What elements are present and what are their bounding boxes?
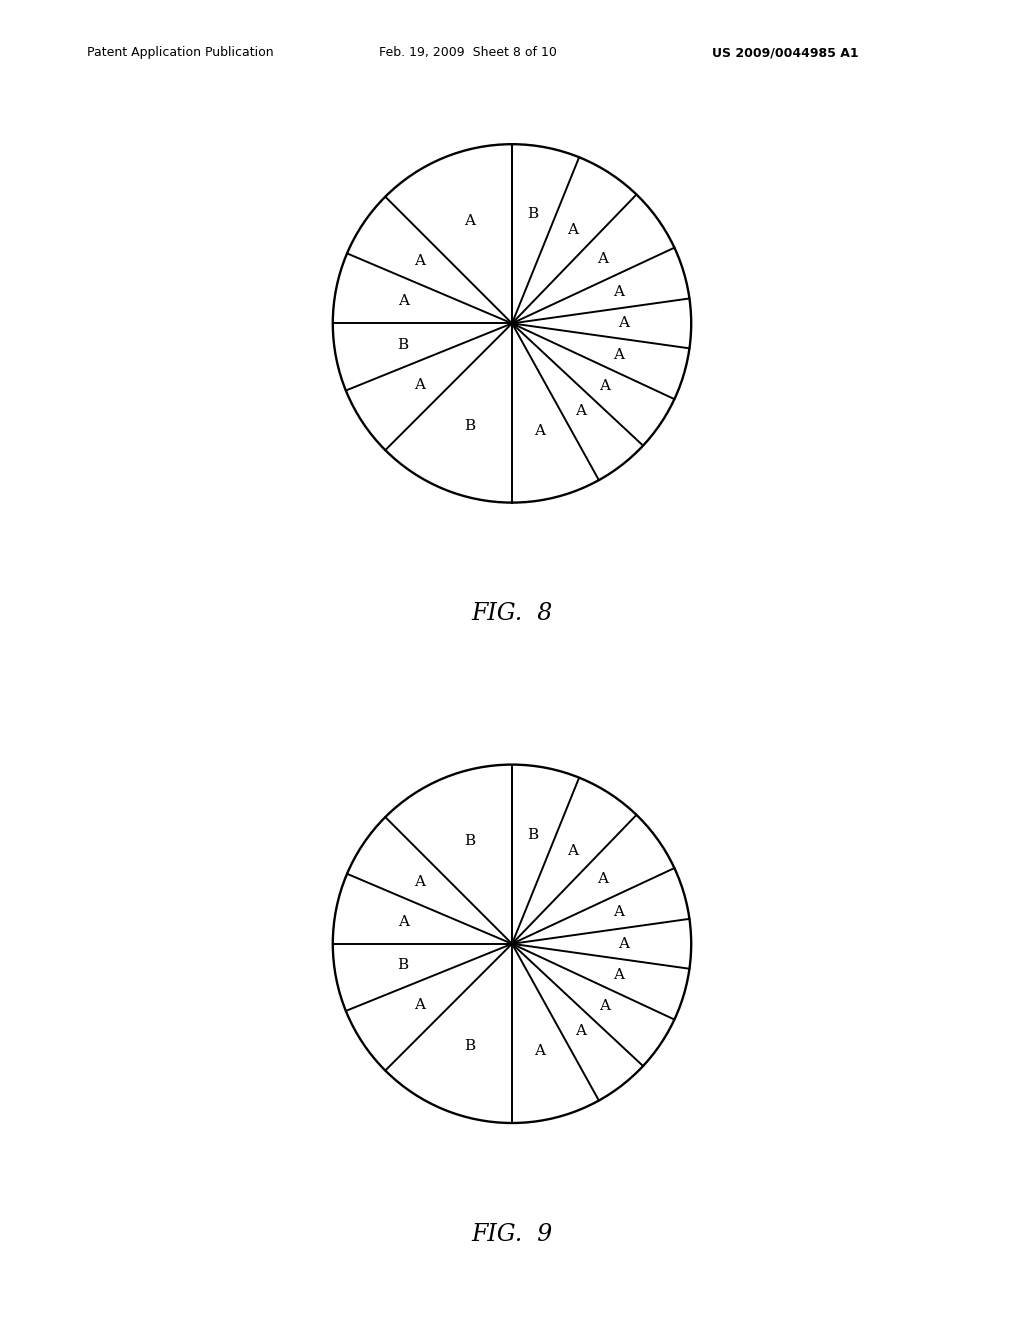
Circle shape	[333, 764, 691, 1123]
Text: A: A	[613, 969, 624, 982]
Text: A: A	[414, 998, 425, 1012]
Text: B: B	[464, 418, 475, 433]
Circle shape	[333, 144, 691, 503]
Text: A: A	[617, 317, 629, 330]
Text: A: A	[397, 915, 409, 929]
Text: FIG.  9: FIG. 9	[471, 1222, 553, 1246]
Text: B: B	[527, 207, 539, 222]
Text: A: A	[599, 379, 609, 392]
Text: B: B	[397, 338, 409, 351]
Text: A: A	[535, 424, 546, 438]
Text: A: A	[397, 294, 409, 309]
Text: A: A	[535, 1044, 546, 1059]
Text: B: B	[464, 834, 475, 849]
Text: FIG.  8: FIG. 8	[471, 602, 553, 626]
Text: A: A	[415, 875, 425, 888]
Text: Patent Application Publication: Patent Application Publication	[87, 46, 273, 59]
Text: A: A	[574, 1024, 586, 1039]
Text: A: A	[567, 223, 578, 238]
Text: A: A	[613, 285, 624, 298]
Text: A: A	[613, 348, 624, 362]
Text: A: A	[415, 255, 425, 268]
Text: B: B	[397, 958, 409, 972]
Text: B: B	[527, 828, 539, 842]
Text: A: A	[599, 999, 609, 1012]
Text: A: A	[613, 906, 624, 919]
Text: A: A	[597, 252, 608, 265]
Text: A: A	[414, 378, 425, 392]
Text: US 2009/0044985 A1: US 2009/0044985 A1	[712, 46, 858, 59]
Text: Feb. 19, 2009  Sheet 8 of 10: Feb. 19, 2009 Sheet 8 of 10	[379, 46, 557, 59]
Text: A: A	[464, 214, 475, 228]
Text: A: A	[617, 937, 629, 950]
Text: A: A	[567, 843, 578, 858]
Text: A: A	[574, 404, 586, 418]
Text: B: B	[464, 1039, 475, 1053]
Text: A: A	[597, 873, 608, 886]
